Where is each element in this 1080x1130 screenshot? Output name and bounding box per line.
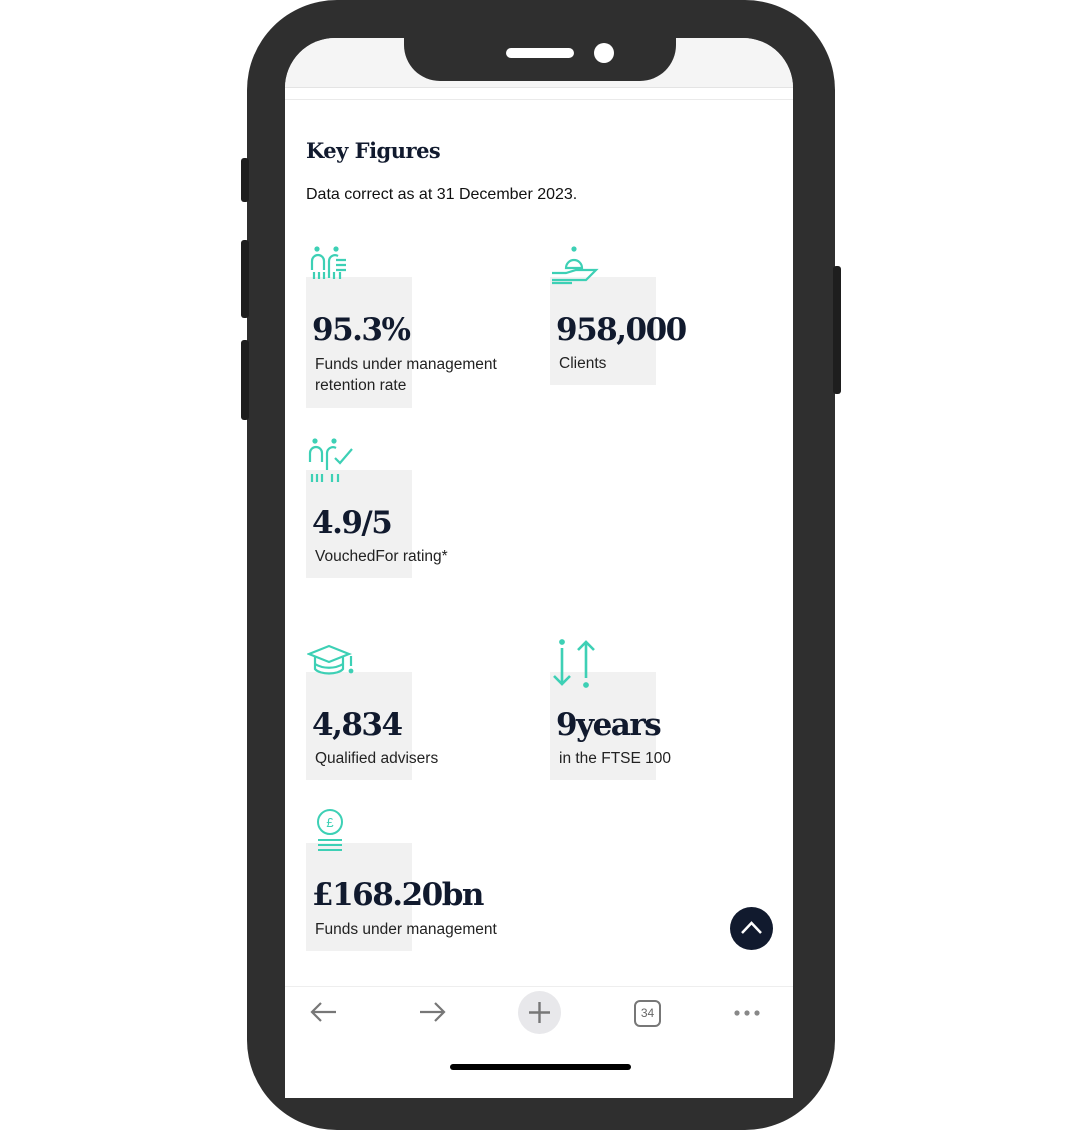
back-arrow-icon[interactable] [309,1000,339,1024]
figure-value: 9years [556,707,662,743]
figure-value: £168.20bn [312,877,484,913]
scroll-to-top-button[interactable] [730,907,773,950]
figure-label: VouchedFor rating* [315,548,448,565]
speaker [506,48,574,58]
chevron-up-icon [741,921,762,934]
notch [404,0,676,81]
svg-text:£: £ [326,815,334,830]
figure-value: 958,000 [556,312,687,348]
browser-screen: Key Figures Data correct as at 31 Decemb… [285,38,793,1098]
figure-label: Qualified advisers [315,750,439,767]
volume-down-button [241,340,249,420]
figure-label: retention rate [315,377,407,394]
figure-value: 4.9/5 [312,505,393,541]
plus-icon [529,1002,550,1023]
forward-arrow-icon[interactable] [417,1000,447,1024]
figure-label: in the FTSE 100 [559,750,672,767]
hand-service-bell-icon [552,246,599,285]
page-title: Key Figures [306,138,441,163]
people-document-icon [310,246,346,279]
more-menu-icon[interactable] [732,1008,762,1018]
tab-count-button[interactable]: 34 [634,1000,661,1027]
toolbar-divider [285,986,793,987]
figure-label: Funds under management [315,921,497,938]
figure-card-rating [306,470,412,578]
figure-label: Funds under management [315,356,497,373]
camera [594,43,614,63]
figure-card-ftse [550,672,656,780]
power-button [833,266,841,394]
mute-switch [241,158,249,202]
pound-coin-stack-icon: £ [317,809,343,851]
figure-card-funds [306,843,412,951]
people-check-icon [308,438,353,482]
volume-up-button [241,240,249,318]
figure-card-clients [550,277,656,385]
page-subtitle: Data correct as at 31 December 2023. [306,186,578,203]
divider [285,99,793,100]
figure-card-advisers [306,672,412,780]
figure-card-retention [306,277,412,408]
new-tab-button[interactable] [518,991,561,1034]
up-down-arrows-icon [553,639,595,688]
figure-value: 95.3% [312,312,411,348]
figure-value: 4,834 [312,707,403,743]
home-indicator [450,1064,631,1070]
figure-label: Clients [559,355,607,372]
graduation-cap-icon [307,644,354,675]
